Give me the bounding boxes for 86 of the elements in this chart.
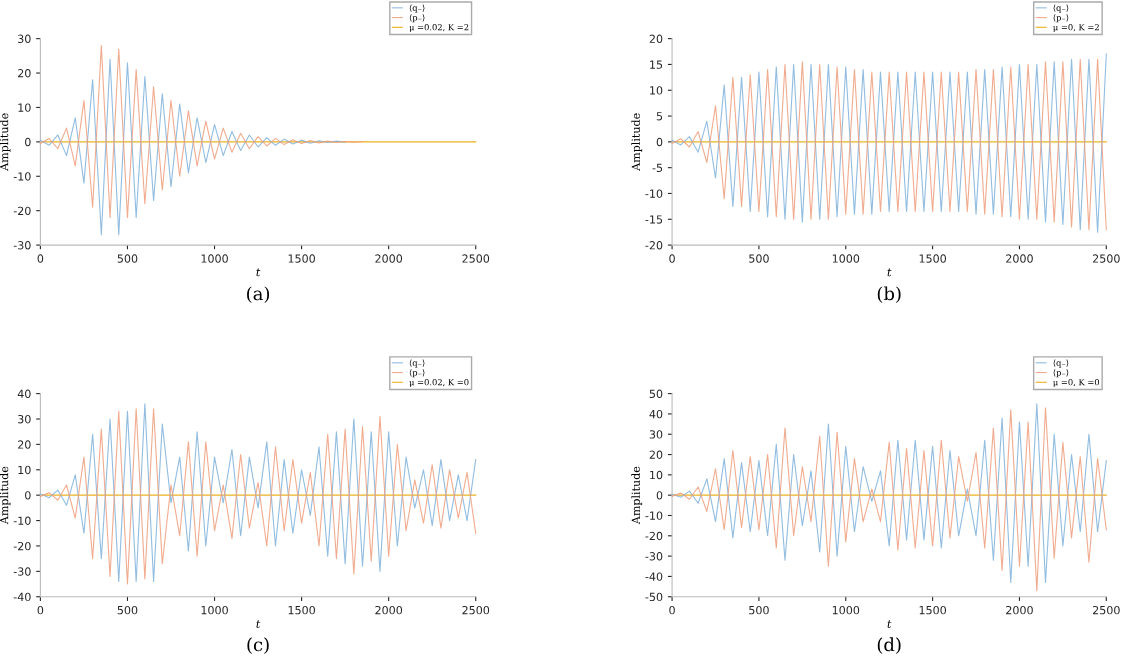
y-tick-label: 0 — [656, 137, 663, 147]
legend-label: ⟨p₋⟩ — [1053, 369, 1069, 378]
x-tick-label: 500 — [117, 254, 138, 263]
x-tick-label: 1500 — [288, 254, 315, 263]
x-tick-label: 1000 — [201, 254, 228, 263]
y-tick-label: -20 — [13, 206, 31, 216]
x-tick-label: 0 — [37, 254, 44, 263]
x-tick-label: 1500 — [919, 254, 947, 263]
y-tick-label: 30 — [18, 414, 31, 424]
y-axis-title: Amplitude — [0, 113, 11, 171]
y-tick-label: 0 — [656, 491, 663, 500]
x-tick-label: 500 — [117, 605, 138, 615]
x-axis-title: t — [887, 268, 892, 277]
line-series — [39, 58, 346, 236]
x-tick-label: 1500 — [288, 605, 315, 615]
legend-label: ⟨q₋⟩ — [1053, 4, 1069, 13]
x-tick-label: 2000 — [375, 605, 403, 615]
y-tick-label: -15 — [645, 215, 663, 224]
y-tick-label: -40 — [645, 572, 663, 581]
y-tick-label: 10 — [650, 86, 663, 95]
x-tick-label: 2500 — [462, 605, 490, 615]
y-tick-label: 50 — [649, 389, 663, 398]
line-series — [39, 44, 364, 219]
x-tick-label: 1000 — [832, 605, 860, 615]
y-tick-label: -20 — [645, 531, 663, 541]
y-tick-label: 20 — [649, 450, 663, 459]
y-tick-label: -10 — [645, 511, 663, 520]
y-tick-label: 5 — [656, 112, 663, 121]
y-tick-label: -20 — [13, 541, 31, 551]
x-tick-label: 2500 — [1092, 605, 1120, 615]
y-tick-label: 10 — [650, 470, 663, 480]
y-tick-label: -10 — [13, 172, 31, 181]
y-axis-title: Amplitude — [0, 466, 11, 525]
y-tick-label: -30 — [13, 567, 31, 576]
x-axis-title: t — [256, 620, 261, 628]
legend-label: ⟨p₋⟩ — [409, 369, 425, 378]
x-axis-title: t — [887, 620, 892, 628]
x-tick-label: 2000 — [375, 254, 403, 263]
y-axis-title: Amplitude — [631, 113, 643, 171]
y-tick-label: 40 — [17, 389, 31, 398]
x-tick-label: 2000 — [1006, 254, 1033, 263]
legend-label: ⟨p₋⟩ — [1053, 14, 1069, 23]
x-tick-label: 0 — [37, 605, 44, 615]
text: (c) — [247, 637, 269, 654]
x-tick-label: 0 — [669, 254, 675, 263]
legend-label: μ =0.02, K =0 — [409, 379, 469, 387]
y-tick-label: 20 — [18, 69, 31, 78]
text: (b) — [877, 286, 901, 303]
legend-label: ⟨q₋⟩ — [409, 359, 425, 368]
y-tick-label: -30 — [645, 552, 663, 561]
legend-label: μ =0.02, K =2 — [409, 24, 469, 32]
x-tick-label: 1000 — [201, 605, 228, 615]
y-tick-label: -5 — [652, 163, 663, 173]
y-tick-label: 20 — [18, 440, 31, 449]
legend-label: μ =0, K =2 — [1053, 24, 1099, 32]
x-tick-label: 1500 — [919, 605, 947, 615]
y-tick-label: 15 — [650, 60, 663, 69]
y-tick-label: -20 — [645, 241, 663, 250]
text: (a) — [247, 286, 270, 303]
legend-label: ⟨q₋⟩ — [1053, 359, 1069, 368]
x-tick-label: 2500 — [1092, 254, 1120, 263]
y-tick-label: 10 — [18, 465, 31, 475]
y-axis-title: Amplitude — [631, 466, 643, 525]
x-axis-title: t — [256, 268, 261, 277]
x-tick-label: 500 — [749, 254, 769, 263]
y-tick-label: -40 — [13, 592, 31, 602]
y-tick-label: -50 — [645, 592, 663, 602]
x-tick-label: 1000 — [832, 254, 860, 263]
y-tick-label: -30 — [13, 241, 31, 250]
text: (d) — [877, 637, 901, 654]
y-tick-label: 20 — [649, 34, 663, 44]
x-tick-label: 2500 — [462, 254, 490, 263]
y-tick-label: 0 — [25, 491, 31, 500]
y-tick-label: -10 — [13, 516, 31, 525]
legend-label: μ =0, K =0 — [1053, 379, 1100, 387]
legend-label: ⟨p₋⟩ — [409, 14, 425, 23]
x-tick-label: 2000 — [1006, 605, 1033, 615]
y-tick-label: -10 — [645, 189, 663, 198]
y-tick-label: 10 — [18, 103, 31, 112]
x-tick-label: 500 — [749, 605, 769, 615]
y-tick-label: 0 — [25, 137, 31, 147]
x-tick-label: 0 — [669, 605, 675, 615]
y-tick-label: 30 — [649, 430, 663, 439]
y-tick-label: 30 — [18, 34, 31, 44]
legend-label: ⟨q₋⟩ — [409, 4, 425, 13]
y-tick-label: 40 — [649, 409, 663, 419]
